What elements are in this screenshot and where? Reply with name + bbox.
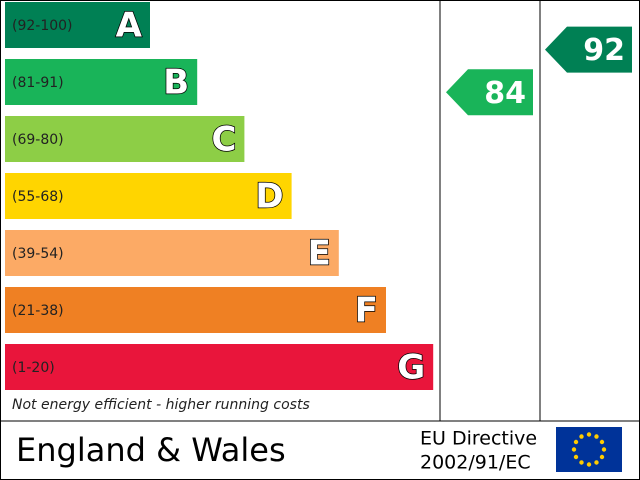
star — [599, 454, 605, 460]
eu-stars — [571, 432, 607, 467]
band-letter: B — [163, 63, 189, 103]
star — [586, 462, 592, 467]
star — [594, 434, 599, 439]
band-range: (1-20) — [12, 360, 55, 376]
directive: 2002/91/EC — [420, 452, 531, 474]
star — [573, 439, 579, 445]
band — [5, 173, 292, 219]
band-letter: E — [308, 234, 331, 274]
star — [594, 460, 599, 465]
band-range: (21-38) — [12, 303, 64, 319]
star — [599, 439, 605, 445]
band — [5, 2, 150, 48]
band-range: (69-80) — [12, 132, 64, 148]
band — [5, 230, 339, 276]
band-range: (39-54) — [12, 246, 64, 262]
band — [5, 344, 434, 390]
rating-score: 84 — [484, 76, 526, 111]
band-letter: G — [397, 348, 425, 388]
star — [571, 447, 577, 452]
footnote: Not energy efficient - higher running co… — [12, 397, 310, 413]
star — [601, 447, 607, 452]
band — [5, 287, 386, 333]
rating-arrow — [545, 26, 632, 73]
rating-arrow — [446, 69, 533, 116]
star — [573, 454, 579, 460]
band-letter: D — [255, 177, 283, 217]
band-range: (55-68) — [12, 189, 64, 205]
directive: EU Directive — [420, 428, 537, 450]
band-range: (92-100) — [12, 18, 73, 34]
band — [5, 59, 198, 105]
band-letter: F — [355, 291, 378, 331]
star — [586, 432, 592, 437]
region: England & Wales — [16, 431, 286, 469]
band-range: (81-91) — [12, 75, 64, 91]
band-letter: C — [211, 120, 236, 160]
rating-score: 92 — [583, 33, 625, 68]
band — [5, 116, 245, 162]
band-letter: A — [116, 6, 143, 46]
star — [579, 434, 584, 439]
star — [579, 460, 584, 465]
